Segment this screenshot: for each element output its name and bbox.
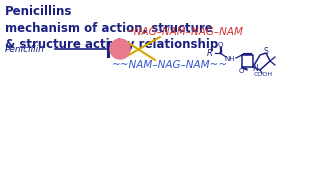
Text: Penicillins
mechanism of action, structure
& structure activity relationship: Penicillins mechanism of action, structu… [5, 5, 218, 51]
Text: ~~NAM–NAG–NAM~~: ~~NAM–NAG–NAM~~ [112, 60, 228, 70]
Text: NH: NH [225, 56, 235, 62]
Circle shape [110, 39, 130, 59]
Text: S: S [264, 46, 268, 55]
Text: R: R [207, 48, 213, 57]
Text: O: O [238, 68, 244, 74]
Text: N: N [252, 64, 258, 73]
Text: ~NAG–NAM–NAG–NAM: ~NAG–NAM–NAG–NAM [126, 27, 244, 37]
Text: COOH: COOH [253, 71, 273, 76]
Text: O: O [217, 42, 223, 48]
Text: Penicillin: Penicillin [5, 44, 45, 53]
